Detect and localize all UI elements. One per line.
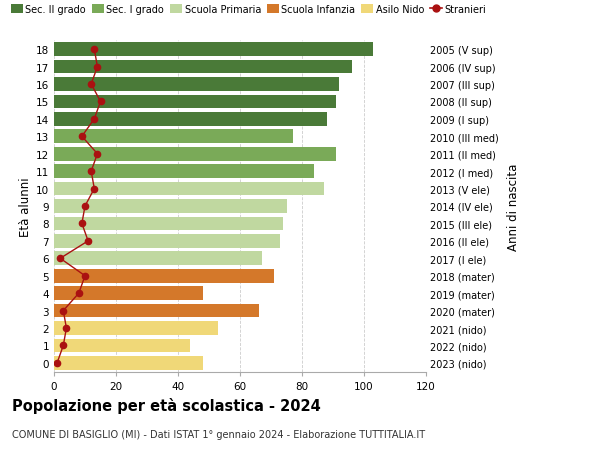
Bar — [54, 339, 190, 353]
Bar — [54, 356, 203, 370]
Bar — [54, 43, 373, 57]
Bar — [54, 321, 218, 335]
Bar — [54, 61, 352, 74]
Text: COMUNE DI BASIGLIO (MI) - Dati ISTAT 1° gennaio 2024 - Elaborazione TUTTITALIA.I: COMUNE DI BASIGLIO (MI) - Dati ISTAT 1° … — [12, 429, 425, 439]
Bar — [54, 148, 336, 161]
Bar — [54, 287, 203, 300]
Text: Popolazione per età scolastica - 2024: Popolazione per età scolastica - 2024 — [12, 397, 321, 413]
Legend: Sec. II grado, Sec. I grado, Scuola Primaria, Scuola Infanzia, Asilo Nido, Stran: Sec. II grado, Sec. I grado, Scuola Prim… — [11, 5, 487, 15]
Y-axis label: Anni di nascita: Anni di nascita — [507, 163, 520, 250]
Bar — [54, 269, 274, 283]
Bar — [54, 200, 287, 213]
Bar — [54, 95, 336, 109]
Bar — [54, 165, 314, 179]
Bar — [54, 304, 259, 318]
Bar — [54, 235, 280, 248]
Y-axis label: Età alunni: Età alunni — [19, 177, 32, 236]
Bar — [54, 217, 283, 231]
Bar — [54, 252, 262, 265]
Bar — [54, 113, 327, 126]
Bar — [54, 182, 324, 196]
Bar — [54, 130, 293, 144]
Bar — [54, 78, 339, 92]
